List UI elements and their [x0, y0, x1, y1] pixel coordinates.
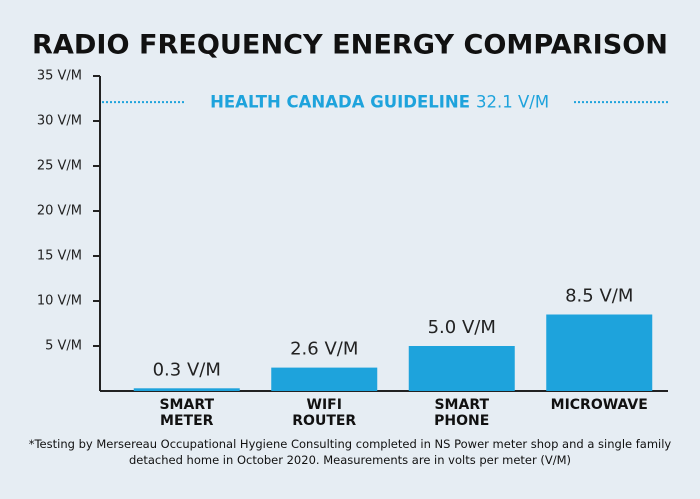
- bar: [546, 314, 653, 391]
- reference-label: HEALTH CANADA GUIDELINE: [210, 93, 470, 112]
- x-tick-label: SMART PHONE: [434, 397, 490, 429]
- y-tick-label: 5 V/M: [45, 339, 82, 354]
- x-tick-label: WIFI ROUTER: [292, 397, 357, 429]
- x-tick-label: SMART METER: [159, 397, 215, 429]
- y-tick-label: 30 V/M: [37, 114, 82, 129]
- reference-value-label: 32.1 V/M: [476, 93, 549, 112]
- value-label: 0.3 V/M: [153, 359, 221, 380]
- y-tick-label: 35 V/M: [37, 69, 82, 84]
- bar: [271, 367, 378, 391]
- y-tick-label: 20 V/M: [37, 204, 82, 219]
- x-tick-label: MICROWAVE: [550, 397, 648, 413]
- chart-title: RADIO FREQUENCY ENERGY COMPARISON: [32, 30, 668, 61]
- y-tick-label: 15 V/M: [37, 249, 82, 264]
- bar: [133, 388, 240, 391]
- reference-label-bg: [186, 90, 572, 115]
- y-tick-label: 25 V/M: [37, 159, 82, 174]
- footnote: *Testing by Mersereau Occupational Hygie…: [28, 437, 672, 467]
- y-tick-label: 10 V/M: [37, 294, 82, 309]
- value-label: 5.0 V/M: [428, 317, 496, 338]
- bar: [408, 346, 515, 391]
- value-label: 8.5 V/M: [565, 286, 633, 307]
- value-label: 2.6 V/M: [290, 339, 358, 360]
